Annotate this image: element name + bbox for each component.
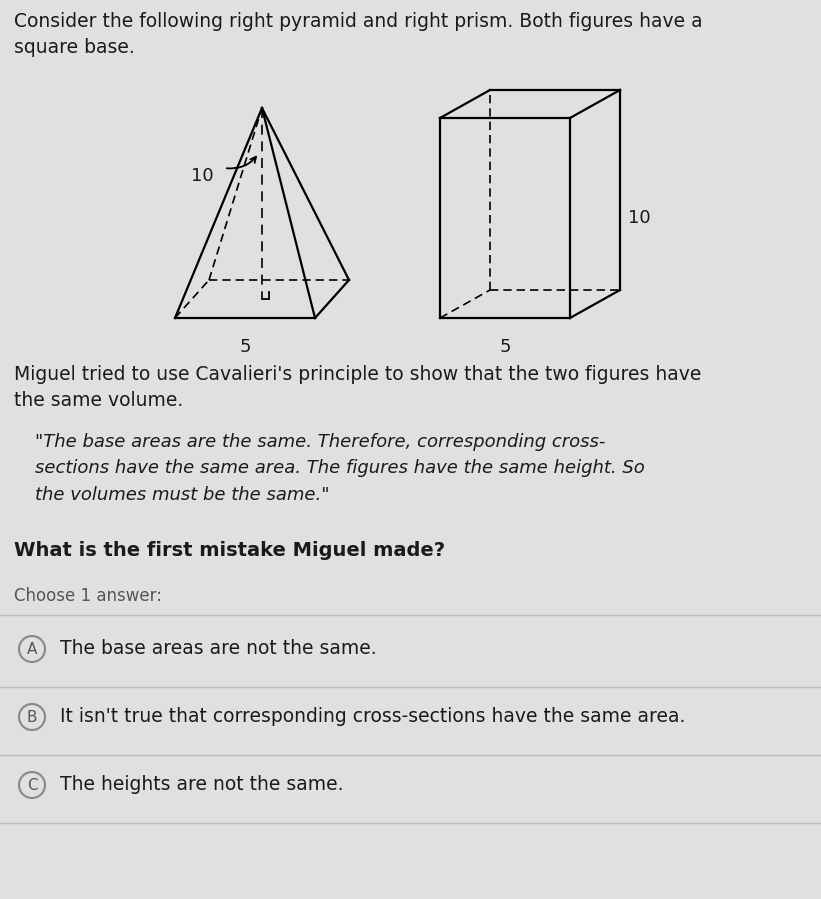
Text: the same volume.: the same volume. xyxy=(14,391,183,410)
Text: Choose 1 answer:: Choose 1 answer: xyxy=(14,587,162,605)
Text: It isn't true that corresponding cross-sections have the same area.: It isn't true that corresponding cross-s… xyxy=(60,708,686,726)
Text: The base areas are not the same.: The base areas are not the same. xyxy=(60,639,377,658)
Text: The heights are not the same.: The heights are not the same. xyxy=(60,776,343,795)
Text: B: B xyxy=(27,709,37,725)
Text: A: A xyxy=(27,642,37,656)
Text: 5: 5 xyxy=(239,338,250,356)
Text: Consider the following right pyramid and right prism. Both figures have a: Consider the following right pyramid and… xyxy=(14,12,703,31)
Text: Miguel tried to use Cavalieri's principle to show that the two figures have: Miguel tried to use Cavalieri's principl… xyxy=(14,365,701,384)
Text: square base.: square base. xyxy=(14,38,135,57)
Text: C: C xyxy=(27,778,37,793)
Text: 5: 5 xyxy=(499,338,511,356)
Text: 10: 10 xyxy=(190,167,213,185)
Text: "The base areas are the same. Therefore, corresponding cross-
sections have the : "The base areas are the same. Therefore,… xyxy=(35,433,644,503)
Text: 10: 10 xyxy=(628,209,650,227)
Text: What is the first mistake Miguel made?: What is the first mistake Miguel made? xyxy=(14,541,445,560)
